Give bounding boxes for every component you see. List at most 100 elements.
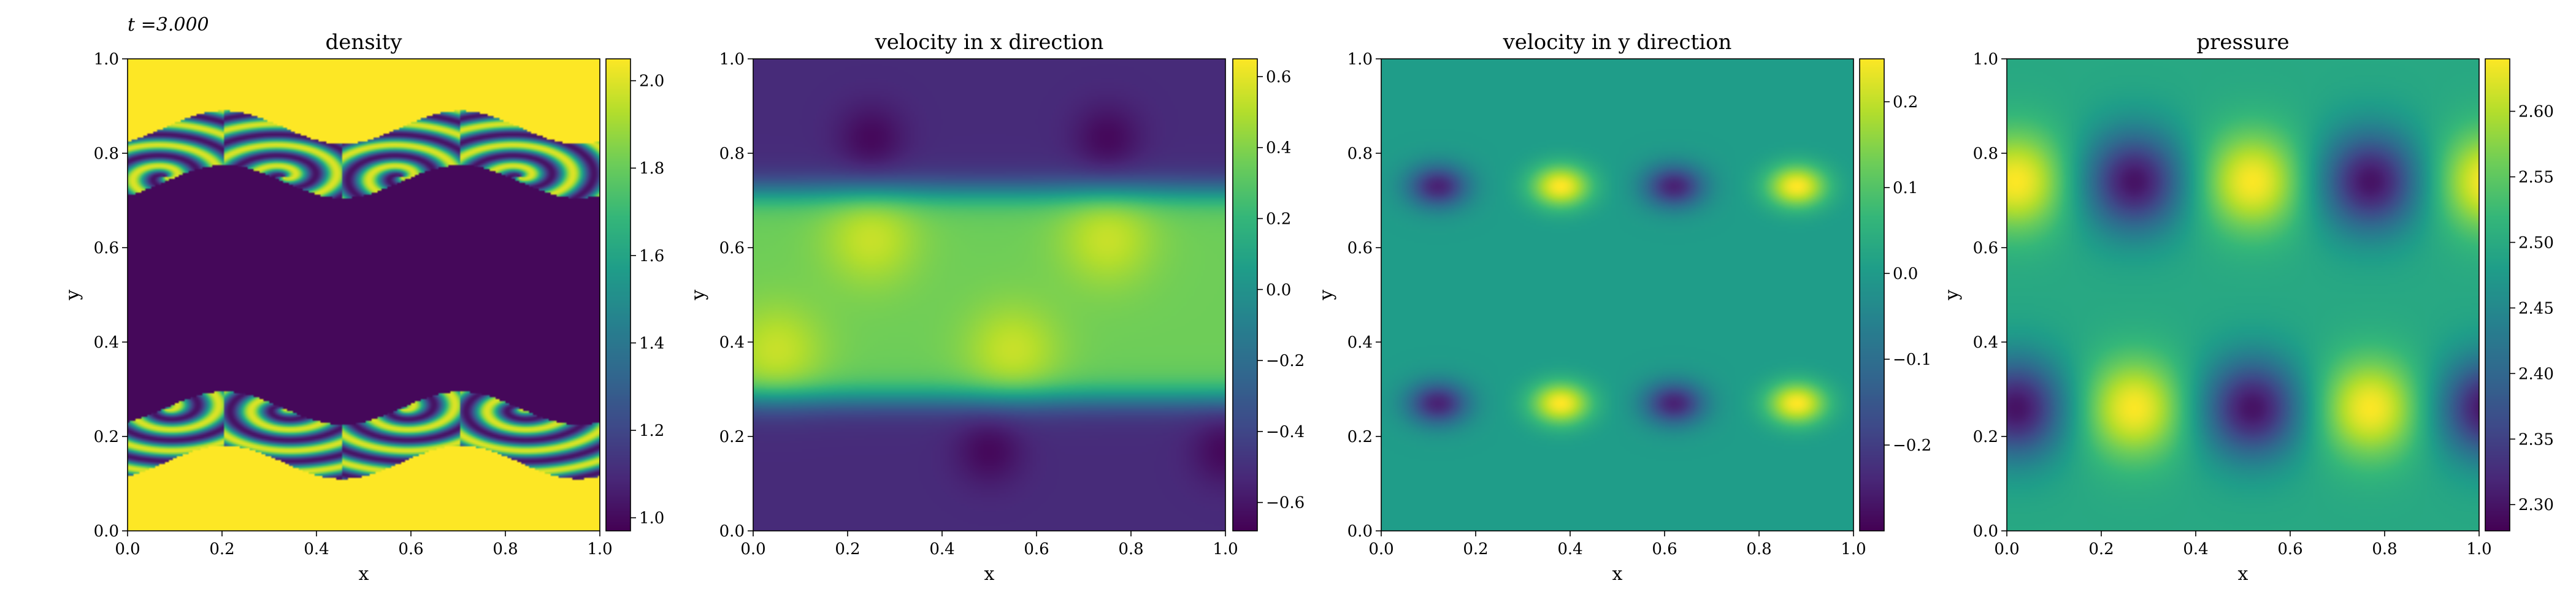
colorbar-tick-label: 2.55 (2518, 169, 2554, 187)
x-tick-label: 0.8 (1118, 540, 1143, 558)
x-tick-label: 1.0 (587, 540, 612, 558)
y-axis-label: y (62, 289, 83, 300)
y-tick-label: 0.6 (94, 239, 119, 257)
colorbar-tick-label: 0.2 (1893, 93, 1918, 112)
panel-vx: velocity in x direction 0.0 0.2 0.4 0.6 0.8 1.… (688, 30, 1305, 585)
x-tick-label: 0.0 (115, 540, 140, 558)
colorbar-tick-label: 0.0 (1893, 265, 1918, 283)
colorbar-tick-label: 1.2 (639, 422, 664, 440)
colorbar-frame (1859, 58, 1885, 531)
y-tick-label: 0.6 (1973, 239, 1998, 257)
x-tick-label: 0.2 (209, 540, 234, 558)
x-tick-label: 1.0 (1841, 540, 1866, 558)
x-axis-label: x (359, 563, 369, 585)
colorbar-tick-label: 2.30 (2518, 496, 2554, 514)
y-axis-label: y (1941, 289, 1963, 300)
colorbar-tick-label: 1.0 (639, 509, 664, 528)
colorbar-tick-label: −0.2 (1893, 436, 1931, 455)
y-tick-label: 0.8 (94, 145, 119, 163)
colorbar (1233, 59, 1257, 531)
y-tick-label: 0.8 (1347, 145, 1373, 163)
colorbar-tick-label: 1.8 (639, 159, 664, 178)
x-tick-label: 0.2 (835, 540, 860, 558)
colorbar (1860, 59, 1884, 531)
x-tick-label: 0.8 (2372, 540, 2397, 558)
x-tick-label: 0.0 (740, 540, 765, 558)
y-tick-label: 0.0 (1973, 522, 1998, 541)
colorbar (606, 59, 631, 531)
colorbar-frame (2485, 58, 2510, 531)
y-tick-label: 0.4 (94, 333, 119, 352)
panel-density: density 0.0 0.2 0.4 0.6 0.8 1.0 0.0 0.2 0.4 0.6 0.8… (62, 30, 664, 585)
x-axis-label: x (984, 563, 995, 585)
x-tick-label: 0.6 (2277, 540, 2302, 558)
heatmap-vx (753, 59, 1225, 531)
plot-frame (127, 58, 600, 531)
x-tick-label: 0.4 (1557, 540, 1582, 558)
colorbar-tick-label: 0.0 (1266, 281, 1291, 299)
y-tick-label: 0.0 (719, 522, 745, 541)
x-tick-label: 1.0 (1213, 540, 1238, 558)
x-tick-label: 0.0 (1368, 540, 1393, 558)
heatmap-pressure (2007, 59, 2479, 531)
x-tick-label: 0.6 (1652, 540, 1677, 558)
panel-vy: velocity in y direction 0.0 0.2 0.4 0.6 0.8 1.… (1316, 30, 1931, 585)
colorbar-tick-label: 2.45 (2518, 299, 2554, 318)
colorbar-tick-label: 1.4 (639, 334, 664, 352)
x-tick-label: 0.2 (1463, 540, 1488, 558)
y-tick-label: 0.2 (719, 428, 745, 446)
colorbar-frame (605, 58, 631, 531)
y-tick-label: 1.0 (94, 50, 119, 69)
heatmap-vy (1381, 59, 1853, 531)
x-tick-label: 0.8 (493, 540, 518, 558)
colorbar-tick-label: 0.6 (1266, 68, 1291, 86)
colorbar-tick-label: −0.1 (1893, 351, 1931, 369)
colorbar-tick-label: −0.4 (1266, 423, 1305, 441)
chart-title: density (326, 30, 403, 55)
y-tick-label: 0.6 (719, 239, 745, 257)
y-tick-label: 0.4 (719, 333, 745, 352)
colorbar-tick-label: 2.35 (2518, 430, 2554, 449)
y-axis-label: y (688, 289, 709, 300)
y-tick-label: 1.0 (719, 50, 745, 69)
colorbar-tick-label: −0.6 (1266, 494, 1305, 512)
y-tick-label: 0.2 (94, 428, 119, 446)
x-axis-label: x (1612, 563, 1623, 585)
x-tick-label: 0.4 (304, 540, 329, 558)
colorbar-tick-label: 0.1 (1893, 179, 1918, 197)
plot-frame (753, 58, 1226, 531)
colorbar-frame (1232, 58, 1258, 531)
x-tick-label: 0.4 (2183, 540, 2208, 558)
y-tick-label: 0.4 (1347, 333, 1373, 352)
colorbar (2485, 59, 2510, 531)
x-tick-label: 0.6 (1024, 540, 1049, 558)
colorbar-tick-label: 2.40 (2518, 365, 2554, 383)
colorbar-tick-label: 2.60 (2518, 103, 2554, 121)
colorbar-tick-label: 2.50 (2518, 234, 2554, 252)
y-tick-label: 0.2 (1973, 428, 1998, 446)
y-axis-label: y (1316, 289, 1337, 300)
x-tick-label: 0.4 (929, 540, 954, 558)
chart-title: velocity in x direction (875, 30, 1104, 55)
colorbar-tick-label: 2.0 (639, 72, 664, 91)
colorbar-tick-label: 1.6 (639, 247, 664, 265)
colorbar-tick-label: 0.2 (1266, 210, 1291, 229)
plot-frame (1381, 58, 1854, 531)
chart-title: velocity in y direction (1503, 30, 1732, 55)
y-tick-label: 0.0 (94, 522, 119, 541)
panel-pressure: pressure 0.0 0.2 0.4 0.6 0.8 1.0 0.0 0.2 0.4 0.6 0.… (1941, 30, 2554, 585)
y-tick-label: 0.0 (1347, 522, 1373, 541)
y-tick-label: 0.4 (1973, 333, 1998, 352)
x-tick-label: 0.6 (398, 540, 423, 558)
y-tick-label: 0.2 (1347, 428, 1373, 446)
x-tick-label: 0.0 (1994, 540, 2019, 558)
x-tick-label: 0.8 (1746, 540, 1771, 558)
y-tick-label: 0.6 (1347, 239, 1373, 257)
x-axis-label: x (2238, 563, 2248, 585)
y-tick-label: 0.8 (719, 145, 745, 163)
x-tick-label: 1.0 (2466, 540, 2491, 558)
heatmap-density (128, 59, 600, 531)
plot-frame (2006, 58, 2480, 531)
chart-title: pressure (2196, 30, 2289, 55)
